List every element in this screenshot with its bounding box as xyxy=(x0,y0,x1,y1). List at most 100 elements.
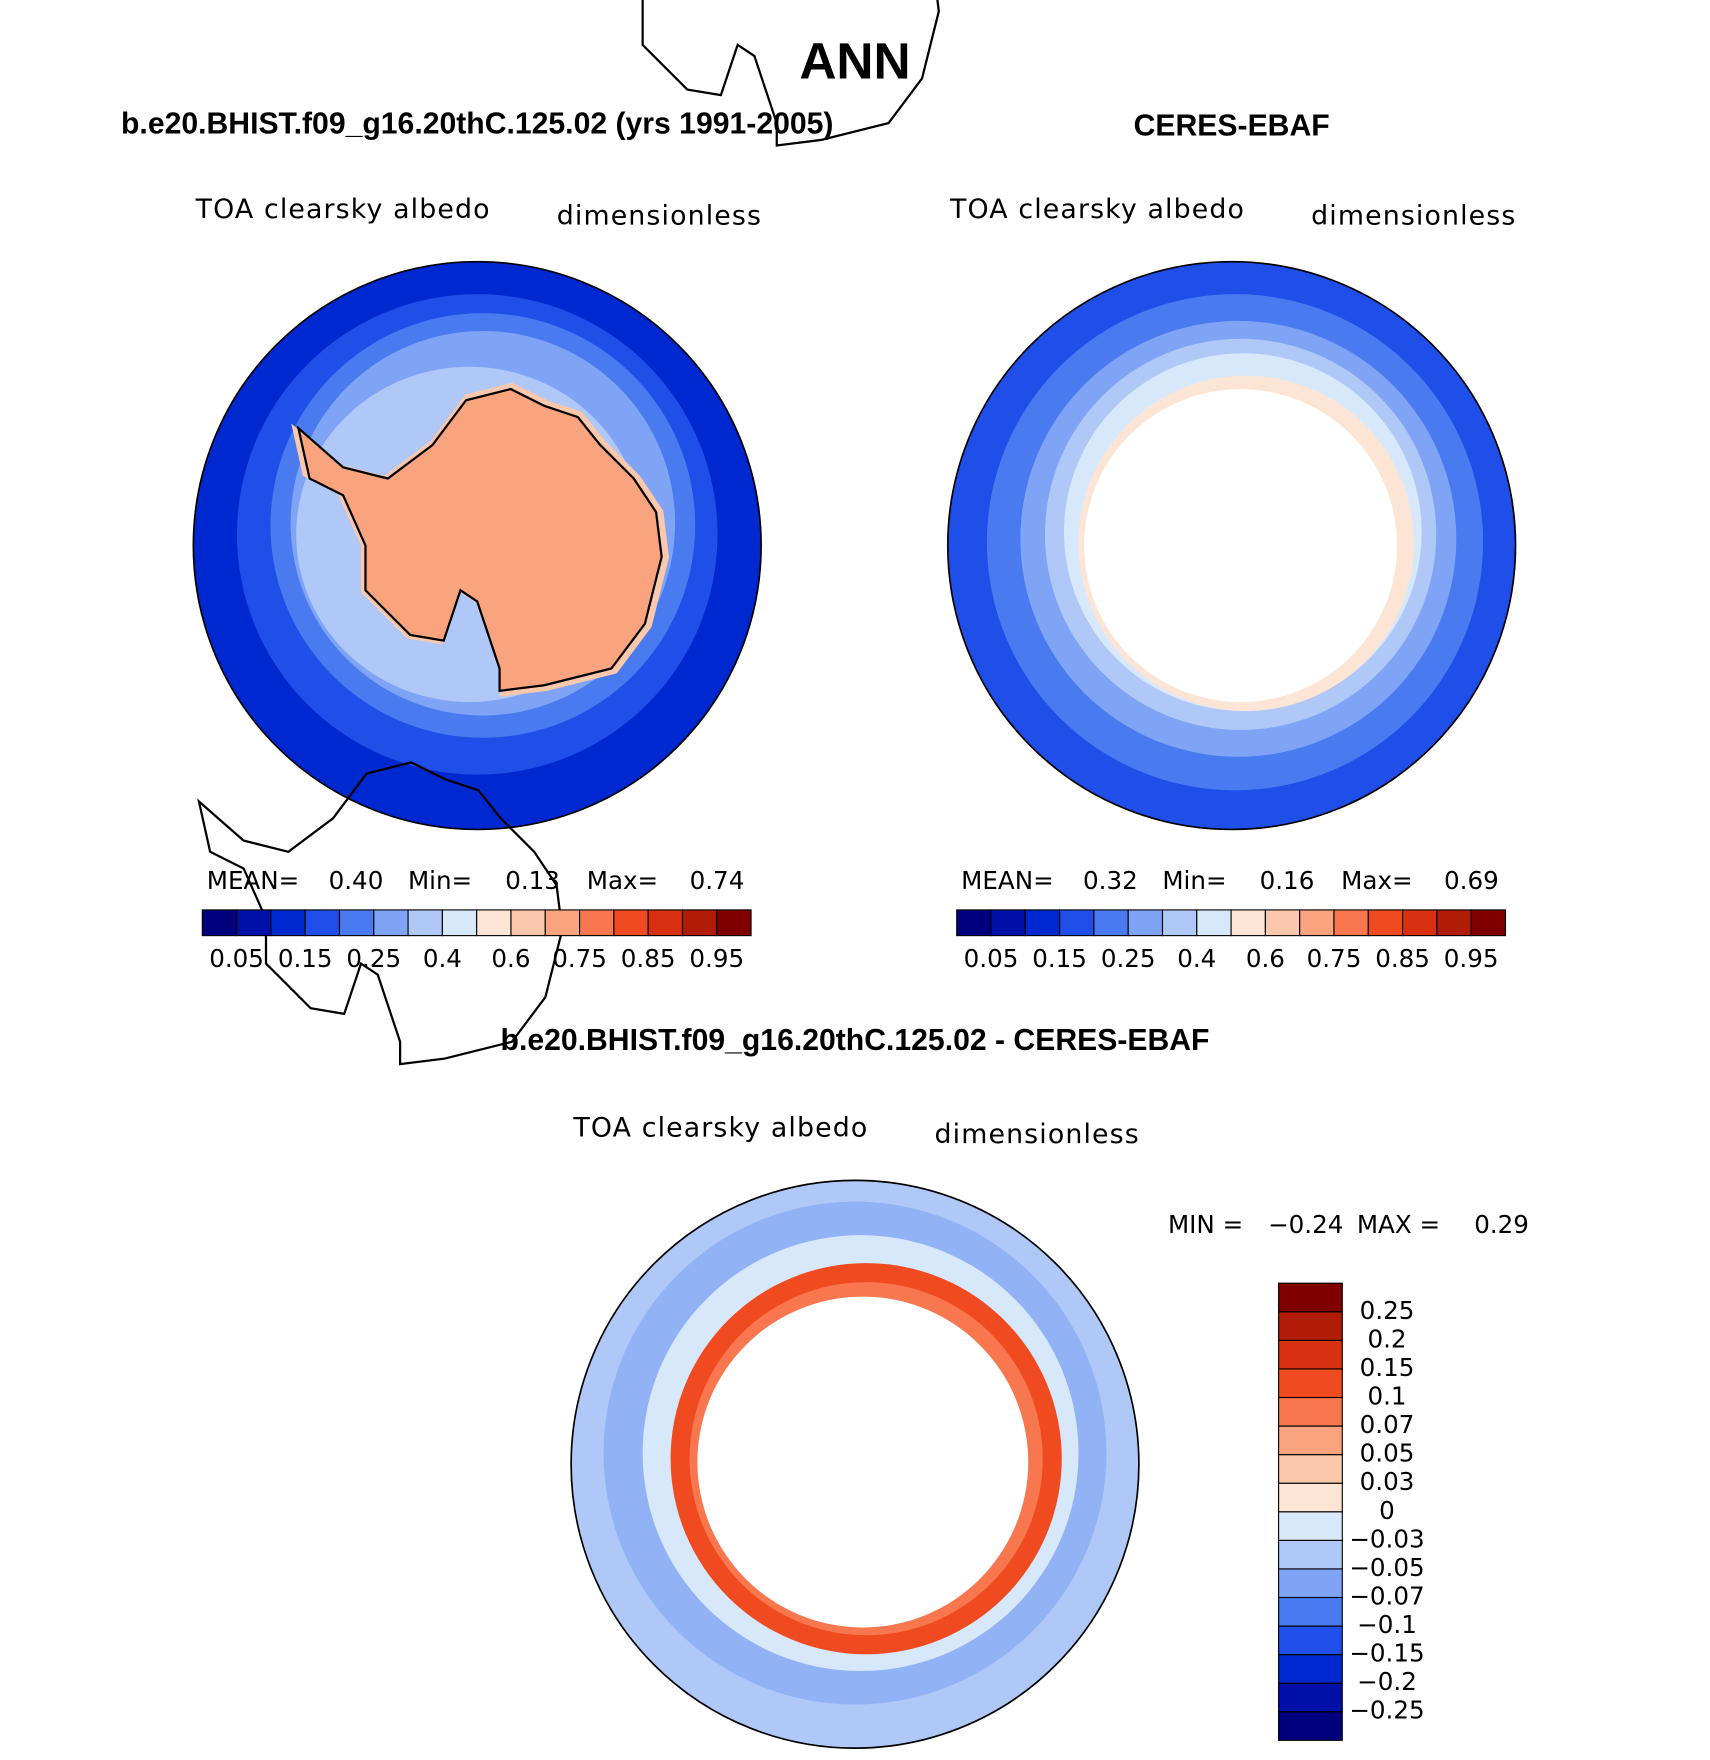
colorbar-box xyxy=(1161,909,1198,937)
colorbar-box xyxy=(1367,909,1404,937)
colorbar-label: 0.25 xyxy=(1360,1296,1415,1325)
colorbar-label: −0.1 xyxy=(1357,1610,1417,1639)
colorbar-box xyxy=(613,909,649,937)
colorbar-box xyxy=(1278,1511,1343,1541)
colorbar-box xyxy=(1278,1625,1343,1656)
colorbar-label: −0.05 xyxy=(1349,1553,1424,1582)
colorbar-label: 0.85 xyxy=(621,944,676,973)
colorbar-label: 0.2 xyxy=(1367,1324,1406,1353)
left-label: TOA clearsky albedo xyxy=(949,194,1245,225)
right-label: dimensionless xyxy=(935,1119,1140,1150)
colorbar-box xyxy=(441,909,478,937)
right-label: dimensionless xyxy=(1311,200,1516,231)
colorbar-box xyxy=(338,909,375,937)
colorbar-box xyxy=(1470,909,1507,937)
colorbar-box xyxy=(990,909,1026,937)
colorbar-box xyxy=(544,909,581,937)
colorbar-box xyxy=(304,909,341,937)
colorbar-label: 0.6 xyxy=(1246,944,1285,973)
colorbar-box xyxy=(1278,1454,1343,1484)
colorbar-label: 0.15 xyxy=(1032,944,1087,973)
colorbar-box xyxy=(716,909,752,937)
colorbar-box xyxy=(510,909,546,937)
stat: Min= xyxy=(1162,866,1226,895)
stat: Min= xyxy=(408,866,472,895)
colorbar-label: 0.85 xyxy=(1375,944,1430,973)
colorbar-box xyxy=(270,909,306,937)
colorbar-label: 0.15 xyxy=(1360,1353,1415,1382)
colorbar-box xyxy=(1093,909,1129,937)
map-3 xyxy=(197,761,1140,1749)
colorbar-label: 0.4 xyxy=(423,944,462,973)
colorbar-label: 0.15 xyxy=(278,944,333,973)
stat: MIN = xyxy=(1168,1210,1243,1239)
panel-title: b.e20.BHIST.f09_g16.20thC.125.02 - CERES… xyxy=(501,1024,1210,1057)
stat: 0.16 xyxy=(1260,866,1315,895)
colorbar-box xyxy=(1278,1368,1343,1399)
colorbar-label: 0 xyxy=(1379,1496,1395,1525)
colorbar-box xyxy=(1278,1711,1343,1741)
colorbar-label: −0.07 xyxy=(1349,1581,1424,1610)
colorbar-label: 0.6 xyxy=(491,944,530,973)
colorbar-label: 0.95 xyxy=(689,944,744,973)
colorbar-box xyxy=(1196,909,1232,937)
colorbar-box xyxy=(373,909,409,937)
stat: 0.13 xyxy=(505,866,560,895)
colorbar-box xyxy=(1127,909,1164,937)
colorbar-box xyxy=(1059,909,1095,937)
stat: 0.69 xyxy=(1444,866,1499,895)
map-2 xyxy=(574,0,1517,831)
colorbar-box xyxy=(236,909,272,937)
colorbar-label: 0.05 xyxy=(209,944,264,973)
panel-title: CERES-EBAF xyxy=(1134,110,1330,143)
colorbar-label: 0.05 xyxy=(1360,1439,1415,1468)
colorbar-label: −0.15 xyxy=(1349,1639,1424,1668)
colorbar-box xyxy=(1278,1596,1343,1627)
colorbar-label: 0.25 xyxy=(346,944,401,973)
colorbar-box xyxy=(1278,1539,1343,1570)
colorbar-box xyxy=(956,909,992,937)
colorbar-box xyxy=(681,909,718,937)
colorbar-label: 0.03 xyxy=(1360,1467,1415,1496)
colorbar-box xyxy=(1278,1311,1343,1341)
colorbar-label: 0.4 xyxy=(1177,944,1216,973)
colorbar-label: −0.2 xyxy=(1357,1667,1417,1696)
colorbar-box xyxy=(1402,909,1438,937)
colorbar-label: 0.25 xyxy=(1101,944,1156,973)
stat: Max= xyxy=(587,866,658,895)
colorbar-box xyxy=(1299,909,1335,937)
colorbar-box xyxy=(1230,909,1266,937)
colorbar-box xyxy=(1278,1339,1343,1370)
colorbar-box xyxy=(647,909,684,937)
left-label: TOA clearsky albedo xyxy=(195,194,491,225)
figure-title: ANN xyxy=(799,32,910,90)
colorbar-box xyxy=(1278,1396,1343,1427)
colorbar-box xyxy=(201,909,238,937)
colorbar-box xyxy=(1278,1282,1343,1313)
colorbar-label: 0.05 xyxy=(964,944,1019,973)
colorbar-label: 0.75 xyxy=(1307,944,1362,973)
colorbar-label: 0.1 xyxy=(1367,1381,1406,1410)
colorbar-box xyxy=(407,909,443,937)
stat: 0.32 xyxy=(1083,866,1138,895)
stat: 0.40 xyxy=(329,866,384,895)
right-label: dimensionless xyxy=(557,200,762,231)
stat: Max= xyxy=(1341,866,1412,895)
colorbar-box xyxy=(1278,1654,1343,1684)
colorbar-box xyxy=(1278,1482,1343,1513)
colorbar-label: 0.95 xyxy=(1444,944,1499,973)
colorbar-box xyxy=(1264,909,1301,937)
stat: 0.74 xyxy=(690,866,745,895)
colorbar-box xyxy=(1024,909,1061,937)
stat: MEAN= xyxy=(207,866,300,895)
stat: −0.24 xyxy=(1268,1210,1343,1239)
colorbar-box xyxy=(1436,909,1472,937)
colorbar-box xyxy=(1278,1425,1343,1456)
colorbar-box xyxy=(1278,1568,1343,1599)
stat: MEAN= xyxy=(961,866,1054,895)
colorbar-label: 0.75 xyxy=(552,944,607,973)
stat: 0.29 xyxy=(1474,1210,1529,1239)
stat: MAX = xyxy=(1357,1210,1440,1239)
